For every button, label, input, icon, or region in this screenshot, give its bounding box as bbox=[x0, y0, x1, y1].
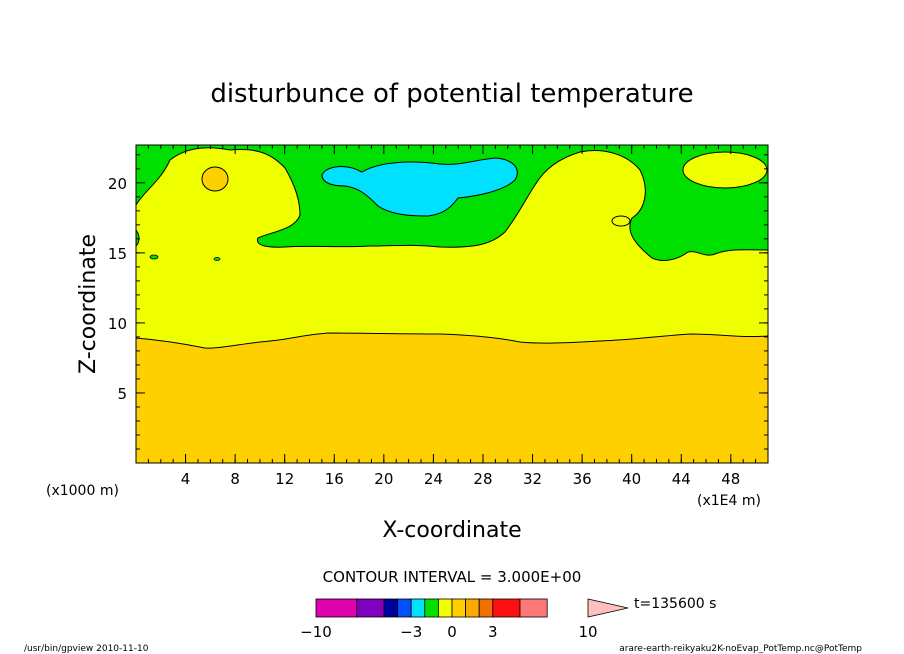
orange-blob bbox=[201, 166, 229, 192]
colorbar-cell bbox=[465, 598, 480, 618]
x-tick-label: 40 bbox=[622, 470, 641, 488]
colorbar-extension-arrow bbox=[587, 598, 629, 618]
colorbar-tick-label: 0 bbox=[447, 623, 457, 641]
y-tick-label: 20 bbox=[108, 175, 127, 193]
x-tick-label: 48 bbox=[721, 470, 740, 488]
x-tick-label: 16 bbox=[325, 470, 344, 488]
colorbar-cell bbox=[315, 598, 358, 618]
yellow-blob-small bbox=[611, 215, 631, 227]
x-tick-label: 36 bbox=[573, 470, 592, 488]
colorbar-cell bbox=[397, 598, 412, 618]
plot-frame bbox=[135, 144, 769, 464]
colorbar-tick-label: 10 bbox=[578, 623, 597, 641]
x-tick-label: 20 bbox=[374, 470, 393, 488]
colorbar-tick-label: −3 bbox=[400, 623, 422, 641]
chart-title: disturbunce of potential temperature bbox=[210, 79, 693, 109]
y-axis-label: Z-coordinate bbox=[76, 234, 101, 374]
colorbar-cell bbox=[451, 598, 467, 618]
x-axis-label: X-coordinate bbox=[382, 518, 521, 543]
x-tick-label: 24 bbox=[424, 470, 443, 488]
colorbar: −10 −3 0 3 10 bbox=[300, 598, 629, 641]
plot-area bbox=[135, 144, 769, 464]
region-negative-small bbox=[321, 157, 518, 217]
yellow-blob-right bbox=[682, 151, 768, 189]
x-tick-label: 28 bbox=[473, 470, 492, 488]
colorbar-cell bbox=[478, 598, 494, 618]
green-dot-1 bbox=[149, 254, 159, 260]
y-tick-label: 5 bbox=[117, 385, 127, 403]
colorbar-cell bbox=[492, 598, 521, 618]
footer-right: arare-earth-reikyaku2K-noEvap_PotTemp.nc… bbox=[619, 644, 862, 654]
time-label: t=135600 s bbox=[634, 596, 716, 612]
contour-interval-label: CONTOUR INTERVAL = 3.000E+00 bbox=[323, 568, 582, 586]
x-tick-label: 44 bbox=[672, 470, 691, 488]
footer-left: /usr/bin/gpview 2010-11-10 bbox=[24, 644, 149, 654]
x-tick-label: 12 bbox=[275, 470, 294, 488]
colorbar-cell bbox=[383, 598, 399, 618]
x-unit-left: (x1000 m) bbox=[46, 483, 119, 499]
green-dot-2 bbox=[213, 257, 221, 261]
colorbar-cell bbox=[356, 598, 385, 618]
x-unit-right: (x1E4 m) bbox=[697, 493, 761, 509]
colorbar-tick-label: 3 bbox=[488, 623, 498, 641]
x-tick-label: 32 bbox=[523, 470, 542, 488]
colorbar-tick-label: −10 bbox=[300, 623, 332, 641]
colorbar-cell bbox=[424, 598, 439, 618]
colorbar-cell bbox=[437, 598, 453, 618]
colorbar-cell bbox=[410, 598, 426, 618]
x-tick-label: 8 bbox=[230, 470, 240, 488]
y-tick-label: 15 bbox=[108, 245, 127, 263]
x-tick-label: 4 bbox=[181, 470, 191, 488]
y-tick-label: 10 bbox=[108, 315, 127, 333]
colorbar-cell bbox=[519, 598, 548, 618]
region-positive-large bbox=[135, 332, 769, 464]
